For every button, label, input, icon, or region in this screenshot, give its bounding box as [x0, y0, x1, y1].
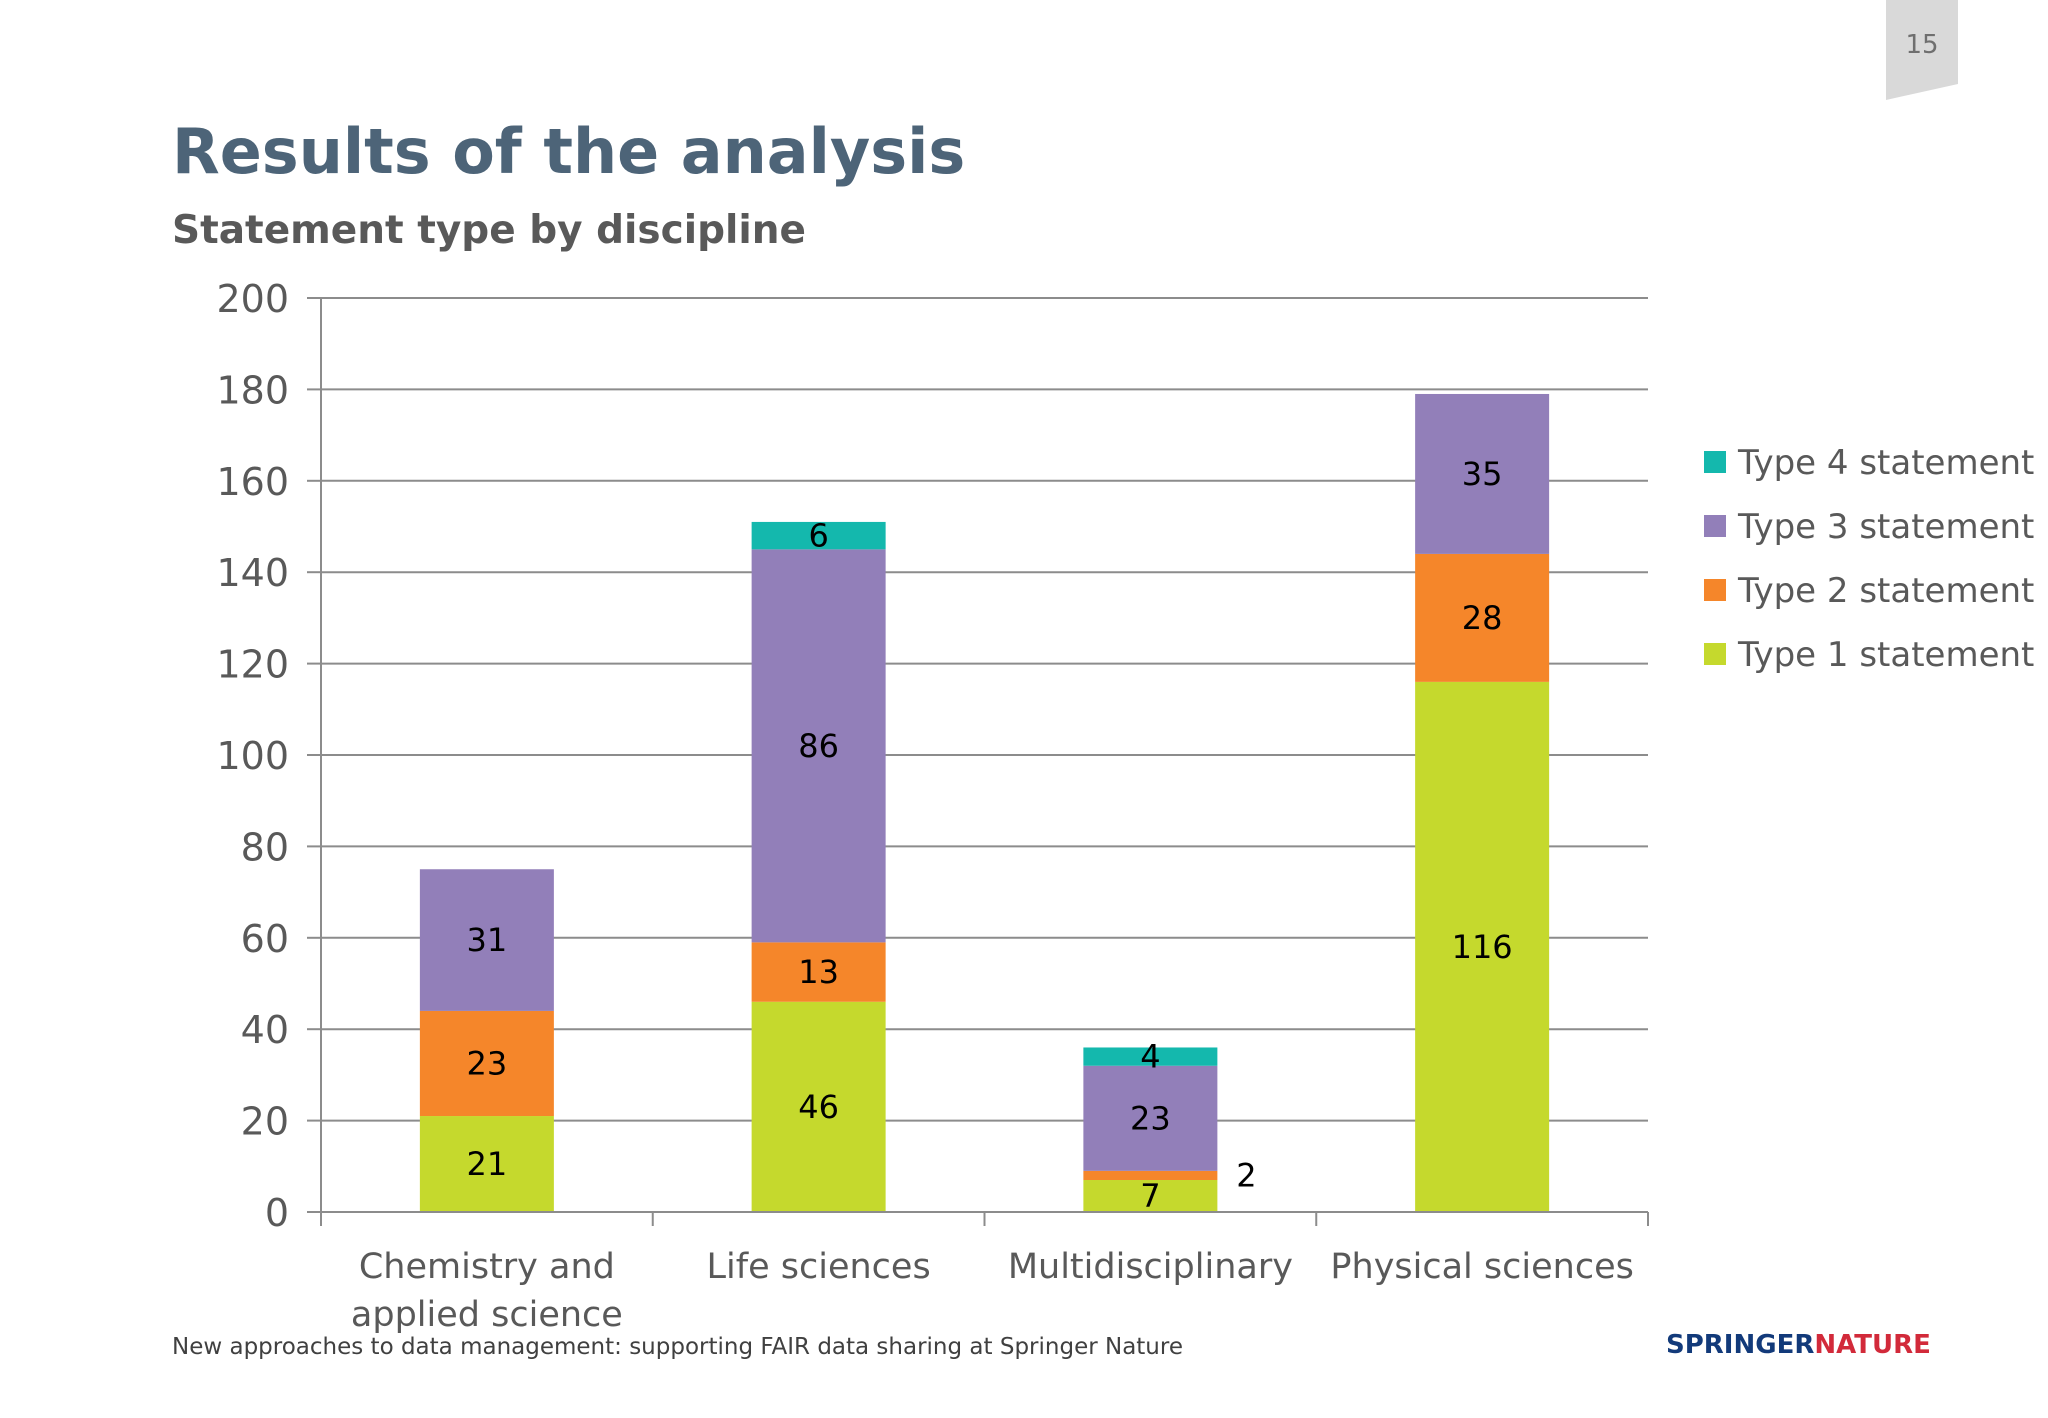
- x-tick-label: applied science: [351, 1295, 623, 1335]
- legend-label: Type 2 statement: [1737, 571, 2034, 611]
- bar-segment: [1083, 1047, 1218, 1066]
- legend-label: Type 1 statement: [1737, 635, 2034, 675]
- legend-label: Type 4 statement: [1737, 443, 2034, 483]
- y-tick-label: 180: [216, 368, 289, 412]
- y-tick-label: 40: [241, 1008, 289, 1052]
- y-tick-label: 140: [216, 551, 289, 595]
- bars: [419, 393, 1550, 1212]
- data-label: 31: [467, 921, 508, 959]
- y-tick-label: 160: [216, 460, 289, 504]
- footer-text: New approaches to data management: suppo…: [172, 1334, 1183, 1360]
- data-label: 6: [808, 517, 828, 555]
- y-tick-label: 100: [216, 734, 289, 778]
- y-tick-label: 120: [216, 643, 289, 687]
- data-label: 21: [467, 1145, 508, 1183]
- y-tick-label: 20: [241, 1100, 289, 1144]
- bar-segment: [751, 1001, 886, 1212]
- brand-word-springer: SPRINGER: [1666, 1330, 1815, 1360]
- x-tick-label: Multidisciplinary: [1008, 1247, 1293, 1287]
- data-label: 116: [1452, 928, 1513, 966]
- data-label: 13: [798, 953, 839, 991]
- page-number-tab: 15: [1886, 0, 1958, 100]
- bar-segment: [419, 1010, 554, 1117]
- data-label: 7: [1140, 1177, 1160, 1215]
- page-number: 15: [1905, 30, 1939, 60]
- legend-swatch: [1704, 515, 1726, 537]
- data-label: 35: [1462, 455, 1503, 493]
- data-label: 23: [1130, 1099, 1171, 1137]
- data-label: 4: [1140, 1038, 1160, 1076]
- legend: Type 4 statement Type 3 statement Type 2 s…: [1704, 443, 2034, 675]
- data-label: 28: [1462, 599, 1503, 637]
- bar-segment: [1083, 1065, 1218, 1171]
- data-label: 2: [1236, 1156, 1256, 1194]
- y-tick-label: 60: [241, 917, 289, 961]
- legend-label: Type 3 statement: [1737, 507, 2034, 547]
- bar-segment: [751, 549, 886, 943]
- y-tick-label: 80: [241, 825, 289, 869]
- data-label: 86: [798, 727, 839, 765]
- bar-segment: [1415, 681, 1550, 1212]
- bar-segment: [1415, 553, 1550, 682]
- bar-segment: [751, 521, 886, 550]
- bar-segment: [419, 1116, 554, 1212]
- legend-swatch: [1704, 451, 1726, 473]
- x-tick-label: Life sciences: [707, 1247, 931, 1287]
- y-axis: 0 20 40 60 80 100 120 140 160 180 200: [216, 277, 322, 1235]
- x-tick-label: Chemistry and: [359, 1247, 615, 1287]
- bar-segment: [1415, 393, 1550, 554]
- bar-segment: [751, 942, 886, 1002]
- bar-segment: [419, 869, 554, 1011]
- legend-swatch: [1704, 643, 1726, 665]
- bar-segment: [1083, 1170, 1218, 1181]
- data-labels: 21 23 31 46 13 86 6 7 2 23 4 116 28 35: [467, 455, 1513, 1215]
- bar-segment: [1083, 1180, 1218, 1212]
- springer-nature-logo: SPRINGERNATURE: [1666, 1330, 1931, 1360]
- x-axis: Chemistry and applied science Life science…: [320, 1211, 1649, 1335]
- data-label: 46: [798, 1088, 839, 1126]
- y-tick-label: 200: [216, 277, 289, 321]
- page-tab-shape: [1886, 0, 1958, 100]
- data-label: 23: [467, 1044, 508, 1082]
- page-title: Results of the analysis: [172, 115, 966, 188]
- legend-swatch: [1704, 579, 1726, 601]
- y-tick-label: 0: [265, 1191, 289, 1235]
- x-tick-label: Physical sciences: [1330, 1247, 1633, 1287]
- brand-word-nature: NATURE: [1814, 1330, 1931, 1360]
- page-subtitle: Statement type by discipline: [172, 208, 806, 253]
